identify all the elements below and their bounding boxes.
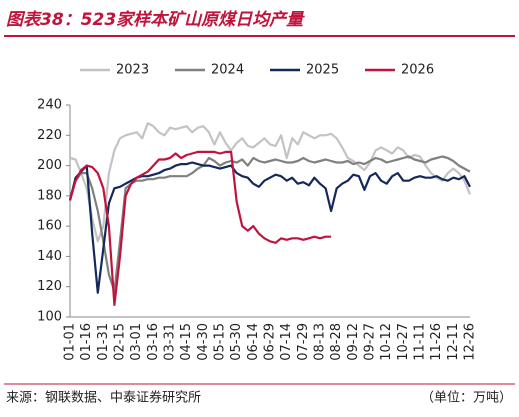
y-tick-label: 220 (37, 128, 62, 143)
x-tick-label: 12-11 (446, 323, 461, 361)
x-tick-label: 06-14 (246, 323, 261, 361)
y-tick-label: 160 (37, 219, 62, 234)
series-line (69, 122, 472, 243)
series-line (68, 155, 471, 293)
y-tick-label: 200 (37, 158, 62, 173)
y-tick-label: 180 (37, 188, 62, 203)
x-tick-label: 05-30 (229, 323, 244, 361)
x-tick-label: 07-29 (296, 323, 311, 361)
legend-label: 2024 (211, 63, 244, 78)
source: 来源：钢联数据、中泰证券研究所 (6, 390, 201, 406)
x-tick-label: 03-31 (163, 323, 178, 361)
series-line (68, 161, 471, 294)
x-tick-label: 11-11 (413, 323, 428, 361)
legend-label: 2023 (116, 63, 149, 78)
x-tick-label: 10-27 (396, 323, 411, 361)
x-tick-label: 05-15 (213, 323, 228, 361)
legend-label: 2026 (401, 63, 434, 78)
x-tick-label: 12-26 (463, 323, 478, 361)
y-tick-label: 240 (37, 98, 62, 113)
unit-note: （单位：万吨） (421, 391, 512, 406)
x-tick-label: 04-30 (196, 323, 211, 361)
x-tick-label: 03-16 (146, 323, 161, 361)
x-tick-label: 01-16 (79, 323, 94, 361)
x-tick-label: 02-15 (113, 323, 128, 361)
x-tick-label: 03-01 (129, 323, 144, 361)
x-tick-label: 04-15 (179, 323, 194, 361)
x-tick-label: 09-27 (363, 323, 378, 361)
y-tick-label: 140 (37, 249, 62, 264)
x-tick-label: 01-01 (63, 323, 78, 361)
x-tick-label: 10-12 (379, 323, 394, 361)
y-tick-label: 100 (37, 310, 62, 325)
x-tick-label: 08-28 (329, 323, 344, 361)
x-tick-label: 11-26 (429, 323, 444, 361)
x-tick-label: 06-29 (263, 323, 278, 361)
x-tick-label: 01-31 (96, 323, 111, 361)
legend-label: 2025 (306, 63, 339, 78)
y-tick-label: 120 (37, 279, 62, 294)
x-tick-label: 07-14 (279, 323, 294, 361)
x-tick-label: 09-12 (346, 323, 361, 361)
series-line (68, 150, 332, 306)
x-tick-label: 08-13 (313, 323, 328, 361)
chart-title: 图表38：523家样本矿山原煤日均产量 (6, 10, 305, 30)
